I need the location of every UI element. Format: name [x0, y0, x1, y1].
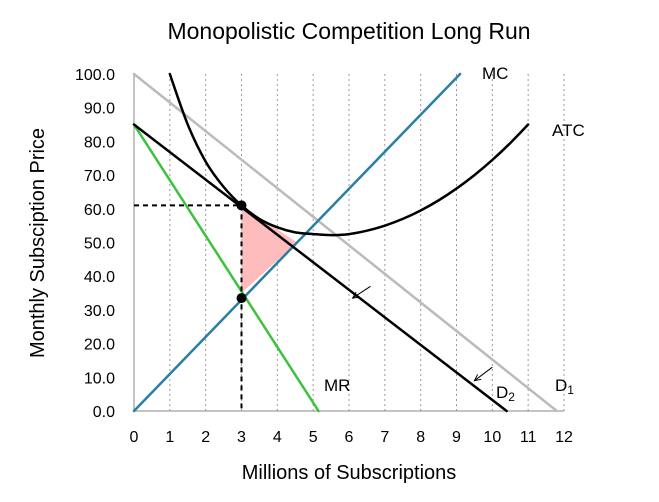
curve-atc: [168, 72, 530, 237]
guide-lines: [134, 204, 243, 411]
curves: [132, 72, 559, 413]
curve-mr: [132, 123, 320, 413]
x-tick-label: 12: [555, 429, 573, 446]
x-tick-label: 3: [237, 429, 246, 446]
x-tick-label: 1: [165, 429, 174, 446]
x-tick-label: 0: [130, 429, 139, 446]
mc-mr-intersection-point: [236, 293, 247, 304]
x-tick-label: 5: [309, 429, 318, 446]
atc-label: ATC: [552, 121, 585, 140]
x-tick-label: 6: [345, 429, 354, 446]
y-tick-label: 90.0: [84, 101, 115, 118]
x-tick-label: 10: [483, 429, 501, 446]
x-tick-label: 8: [416, 429, 425, 446]
y-tick-label: 60.0: [84, 202, 115, 219]
x-tick-label: 7: [380, 429, 389, 446]
axes: [133, 74, 564, 412]
y-tick-label: 100.0: [75, 67, 115, 84]
curve-d1: [132, 72, 559, 413]
demand-shift-arrow: [474, 366, 493, 382]
equilibrium-points: [236, 200, 247, 304]
shaded-region: [241, 205, 298, 294]
d2-label: D2: [496, 383, 515, 404]
equilibrium-price-point: [236, 200, 247, 211]
x-tick-label: 9: [452, 429, 461, 446]
y-tick-label: 30.0: [84, 303, 115, 320]
y-tick-label: 20.0: [84, 337, 115, 354]
y-tick-label: 0.0: [93, 404, 115, 421]
curve-mc: [132, 72, 462, 413]
mr-label: MR: [324, 376, 350, 395]
curve-d2: [132, 123, 508, 413]
x-axis-label: Millions of Subscriptions: [242, 462, 457, 484]
d1-label: D1: [555, 376, 574, 397]
y-tick-label: 50.0: [84, 236, 115, 253]
y-tick-label: 10.0: [84, 370, 115, 387]
grid: [169, 74, 565, 411]
deadweight-loss-area: [241, 205, 298, 294]
x-tick-label: 2: [201, 429, 210, 446]
chart-title: Monopolistic Competition Long Run: [167, 18, 530, 44]
shift-arrows: [351, 285, 493, 382]
y-tick-label: 70.0: [84, 168, 115, 185]
demand-shift-arrowhead: [473, 374, 482, 382]
curve-labels: MC ATC MR D2 D1: [324, 64, 585, 404]
demand-shift-arrow: [352, 285, 371, 299]
y-tick-label: 40.0: [84, 269, 115, 286]
demand-shift-arrowhead: [351, 291, 360, 299]
y-axis-label: Monthly Subsciption Price: [27, 128, 49, 358]
x-tick-label: 11: [520, 429, 537, 446]
mc-label: MC: [482, 64, 508, 83]
tick-labels: 0 1 2 3 4 5 6 7 8 9 10 11 120.010.020.030.040.050.06…: [75, 67, 573, 446]
y-tick-label: 80.0: [84, 134, 115, 151]
x-tick-label: 4: [273, 429, 282, 446]
